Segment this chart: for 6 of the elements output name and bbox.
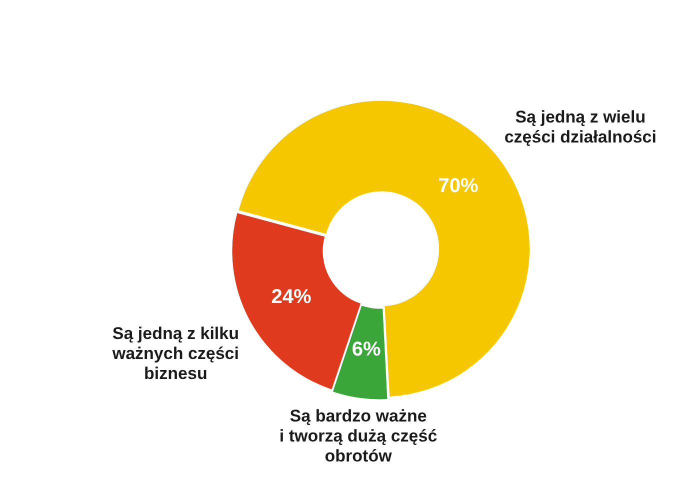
- data-label: 6%: [352, 338, 381, 360]
- slice-label: Są jedną z kilku ważnych części biznesu: [111, 324, 239, 383]
- data-label: 70%: [438, 175, 479, 198]
- slice-label: Są bardzo ważne i tworzą dużą część obrotów: [279, 406, 438, 466]
- data-label: 24%: [271, 286, 312, 308]
- slice-label: Są jedną z wielu części działalności: [504, 107, 656, 146]
